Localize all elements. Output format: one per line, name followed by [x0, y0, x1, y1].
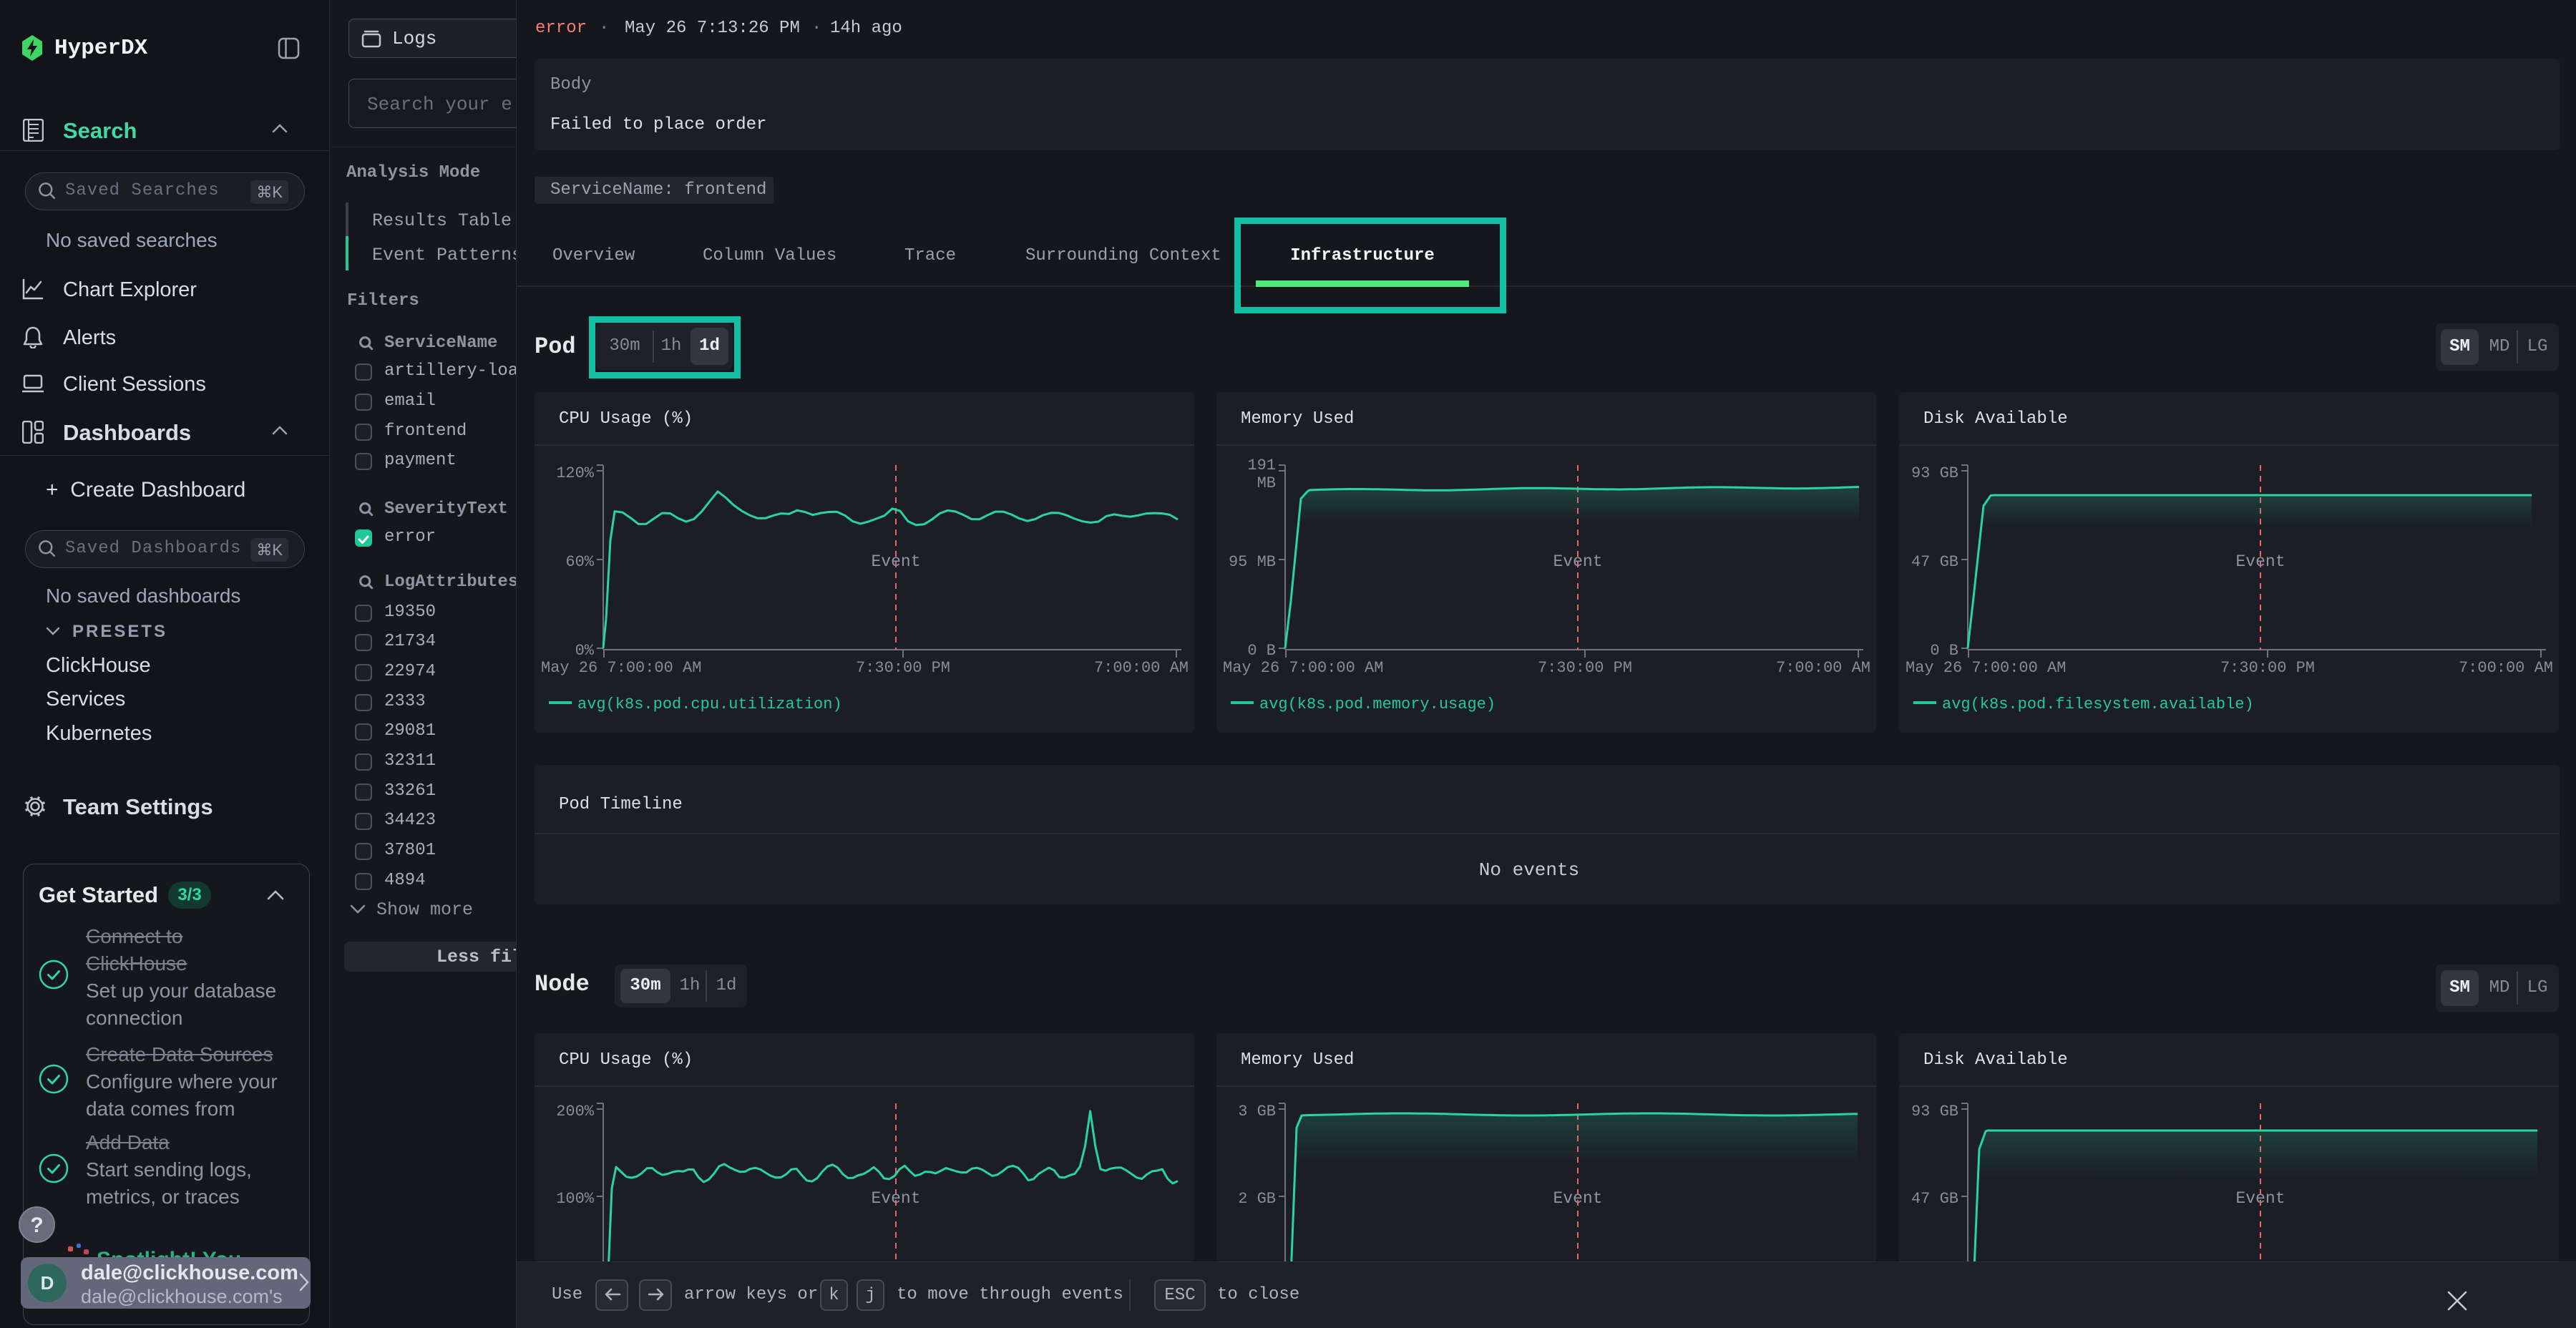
svg-text:Event: Event	[2235, 1189, 2285, 1208]
svg-text:60%: 60%	[565, 553, 594, 571]
svg-text:93 GB: 93 GB	[1911, 1103, 1958, 1120]
svg-text:93 GB: 93 GB	[1911, 464, 1958, 482]
svg-text:Event: Event	[871, 1189, 920, 1208]
svg-text:Event: Event	[871, 552, 920, 571]
svg-text:191: 191	[1247, 456, 1276, 474]
svg-text:Event: Event	[2235, 552, 2285, 571]
svg-text:7:30:00 PM: 7:30:00 PM	[856, 659, 950, 677]
svg-text:0 B: 0 B	[1930, 642, 1958, 660]
svg-text:avg(k8s.pod.memory.usage): avg(k8s.pod.memory.usage)	[1259, 695, 1496, 713]
svg-text:2 GB: 2 GB	[1238, 1190, 1276, 1208]
svg-text:47 GB: 47 GB	[1911, 1190, 1958, 1208]
svg-text:7:00:00 AM: 7:00:00 AM	[1094, 659, 1189, 677]
svg-text:MB: MB	[1257, 474, 1276, 492]
svg-text:3 GB: 3 GB	[1238, 1103, 1276, 1120]
svg-text:7:30:00 PM: 7:30:00 PM	[1538, 659, 1632, 677]
svg-text:0 B: 0 B	[1247, 642, 1276, 660]
svg-text:7:30:00 PM: 7:30:00 PM	[2220, 659, 2315, 677]
svg-text:95 MB: 95 MB	[1229, 553, 1276, 571]
svg-text:Event: Event	[1553, 1189, 1602, 1208]
svg-text:avg(k8s.pod.filesystem.availab: avg(k8s.pod.filesystem.available)	[1942, 695, 2254, 713]
svg-text:7:00:00 AM: 7:00:00 AM	[1776, 659, 1870, 677]
svg-text:47 GB: 47 GB	[1911, 553, 1958, 571]
svg-text:Event: Event	[1553, 552, 1602, 571]
svg-text:May 26 7:00:00 AM: May 26 7:00:00 AM	[1906, 659, 2066, 677]
svg-text:May 26 7:00:00 AM: May 26 7:00:00 AM	[541, 659, 701, 677]
svg-text:May 26 7:00:00 AM: May 26 7:00:00 AM	[1223, 659, 1383, 677]
svg-text:7:00:00 AM: 7:00:00 AM	[2459, 659, 2553, 677]
svg-text:avg(k8s.pod.cpu.utilization): avg(k8s.pod.cpu.utilization)	[577, 695, 842, 713]
svg-text:0%: 0%	[575, 642, 595, 660]
svg-text:100%: 100%	[556, 1190, 595, 1208]
svg-text:200%: 200%	[556, 1103, 595, 1120]
svg-text:120%: 120%	[556, 464, 595, 482]
